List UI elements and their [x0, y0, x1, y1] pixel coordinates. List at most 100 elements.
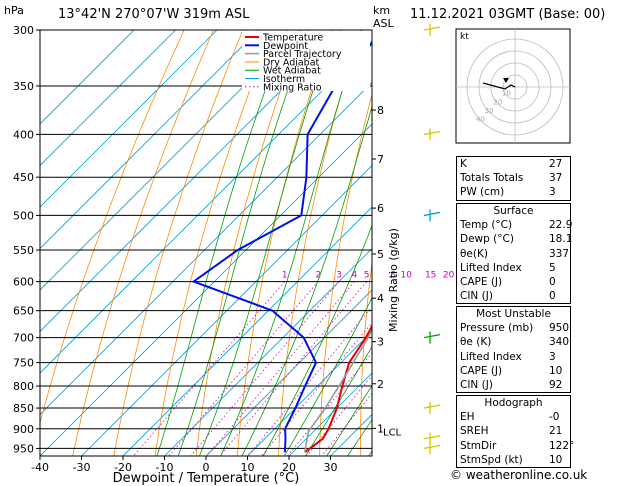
unstable-row: CIN (J) 92 — [457, 378, 570, 392]
mixing-ratio-label: 4 — [352, 271, 358, 281]
series-dewpoint-line — [191, 41, 372, 453]
unstable-label: Pressure (mb) — [460, 322, 534, 335]
hodograph-ring-label: 20 — [493, 98, 502, 106]
km-tick-label: 8 — [377, 104, 384, 117]
hodo-row: StmSpd (kt) 10 — [457, 453, 570, 467]
isotherm-line — [81, 164, 372, 456]
legend-label: Wet Adiabat — [263, 66, 321, 77]
index-row: PW (cm) 3 — [457, 185, 570, 199]
mixing-ratio-line — [168, 281, 319, 456]
surface-label: Temp (°C) — [460, 219, 513, 232]
dry-adiabat-line — [113, 30, 244, 456]
unstable-row: Lifted Index 3 — [457, 350, 570, 364]
hodo-label: SREH — [460, 425, 489, 438]
wet-adiabat-line — [156, 30, 288, 456]
isotherm-line — [40, 30, 259, 250]
surface-value: 337 — [549, 247, 570, 260]
temperature-tick-label: -10 — [156, 461, 174, 474]
pressure-tick-label: 550 — [13, 244, 34, 257]
temperature-tick-label: -40 — [31, 461, 49, 474]
isotherm-line — [40, 30, 342, 333]
unstable-row: θe (K) 340 — [457, 335, 570, 349]
hodograph-unit-label: kt — [460, 32, 469, 42]
unstable-label: θe (K) — [460, 336, 492, 349]
isotherm-line — [40, 30, 135, 125]
hodo-label: StmDir — [460, 439, 497, 452]
index-value: 37 — [549, 172, 563, 185]
pressure-tick-label: 850 — [13, 402, 34, 415]
surface-table: Surface Temp (°C) 22.9 Dewp (°C) 18.1 θe(K) 3… — [456, 203, 572, 305]
temperature-tick-label: -30 — [73, 461, 91, 474]
km-tick-label: 3 — [377, 336, 384, 349]
hodograph-table: Hodograph EH -0 SREH 21 StmDir 122° StmSpd (kt… — [456, 395, 574, 468]
pressure-tick-label: 700 — [13, 332, 34, 345]
asl-unit-label: ASL — [373, 17, 394, 30]
mixing-ratio-label: 15 — [425, 271, 436, 281]
mixing-ratio-label: 2 — [315, 271, 321, 281]
hodo-row: EH -0 — [457, 410, 570, 424]
pressure-unit-label: hPa — [4, 4, 24, 17]
hodograph-ring-label: 40 — [476, 116, 485, 124]
isotherm-line — [288, 372, 372, 456]
surface-row: Temp (°C) 22.9 — [457, 218, 572, 232]
unstable-value: 10 — [549, 364, 563, 377]
hodo-value: -0 — [549, 411, 560, 424]
pressure-tick-label: 600 — [13, 276, 34, 289]
temperature-tick-label: -20 — [114, 461, 132, 474]
surface-value: 5 — [549, 261, 556, 274]
pressure-tick-label: 300 — [13, 24, 34, 37]
km-tick-label: 4 — [377, 292, 384, 305]
index-row: K 27 — [457, 157, 570, 171]
surface-row: Dewp (°C) 18.1 — [457, 232, 572, 246]
unstable-value: 950 — [549, 322, 570, 335]
location-title: 13°42'N 270°07'W 319m ASL — [58, 7, 250, 22]
hodo-label: EH — [460, 411, 475, 424]
storm-motion-marker — [503, 78, 509, 83]
pressure-tick-label: 500 — [13, 209, 34, 222]
wind-barb — [423, 211, 441, 217]
dry-adiabat-line — [40, 30, 185, 425]
mixing-ratio-line — [247, 306, 372, 456]
dry-adiabat-line — [277, 30, 361, 456]
hodograph-ring-label: 30 — [485, 107, 494, 115]
legend-label: Mixing Ratio — [263, 82, 322, 93]
mixing-ratio-label: 3 — [336, 271, 342, 281]
surface-value: 0 — [549, 275, 556, 288]
wind-barb — [423, 404, 441, 409]
dry-adiabat-line — [583, 30, 608, 460]
index-label: Totals Totals — [460, 172, 524, 185]
mixing-ratio-label: 1 — [282, 271, 288, 281]
unstable-row: CAPE (J) 10 — [457, 364, 570, 378]
lcl-label: LCL — [383, 428, 402, 439]
dry-adiabat-line — [401, 30, 449, 460]
legend-label: Dewpoint — [263, 41, 308, 52]
unstable-label: CIN (J) — [460, 378, 493, 391]
isotherm-line — [40, 123, 372, 456]
temperature-tick-label: 0 — [203, 461, 210, 474]
dry-adiabat-line — [195, 30, 303, 456]
indices-table: K 27 Totals Totals 37 PW (cm) 3 — [456, 156, 571, 201]
most-unstable-title: Most Unstable — [476, 308, 551, 320]
isotherm-line — [122, 206, 372, 456]
wind-barb — [423, 444, 441, 450]
mixing-ratio-axis-label: Mixing Ratio (g/kg) — [387, 228, 400, 332]
surface-label: CAPE (J) — [460, 275, 503, 288]
surface-row: CIN (J) 0 — [457, 289, 570, 303]
isotherm-line — [40, 81, 372, 416]
isotherm-line — [247, 330, 372, 456]
mixing-ratio-label: 10 — [400, 271, 412, 281]
surface-value: 0 — [549, 290, 556, 303]
unstable-label: Lifted Index — [460, 350, 522, 363]
wind-barb — [423, 333, 441, 339]
km-tick-label: 7 — [377, 153, 384, 166]
isotherm-line — [40, 30, 218, 208]
pressure-tick-label: 750 — [13, 357, 34, 370]
pressure-tick-label: 400 — [13, 128, 34, 141]
unstable-row: Pressure (mb) 950 — [457, 321, 570, 335]
mixing-ratio-line — [219, 281, 367, 456]
mixing-ratio-line — [132, 281, 286, 456]
pressure-tick-label: 650 — [13, 305, 34, 318]
series-temperature-line — [304, 324, 372, 454]
